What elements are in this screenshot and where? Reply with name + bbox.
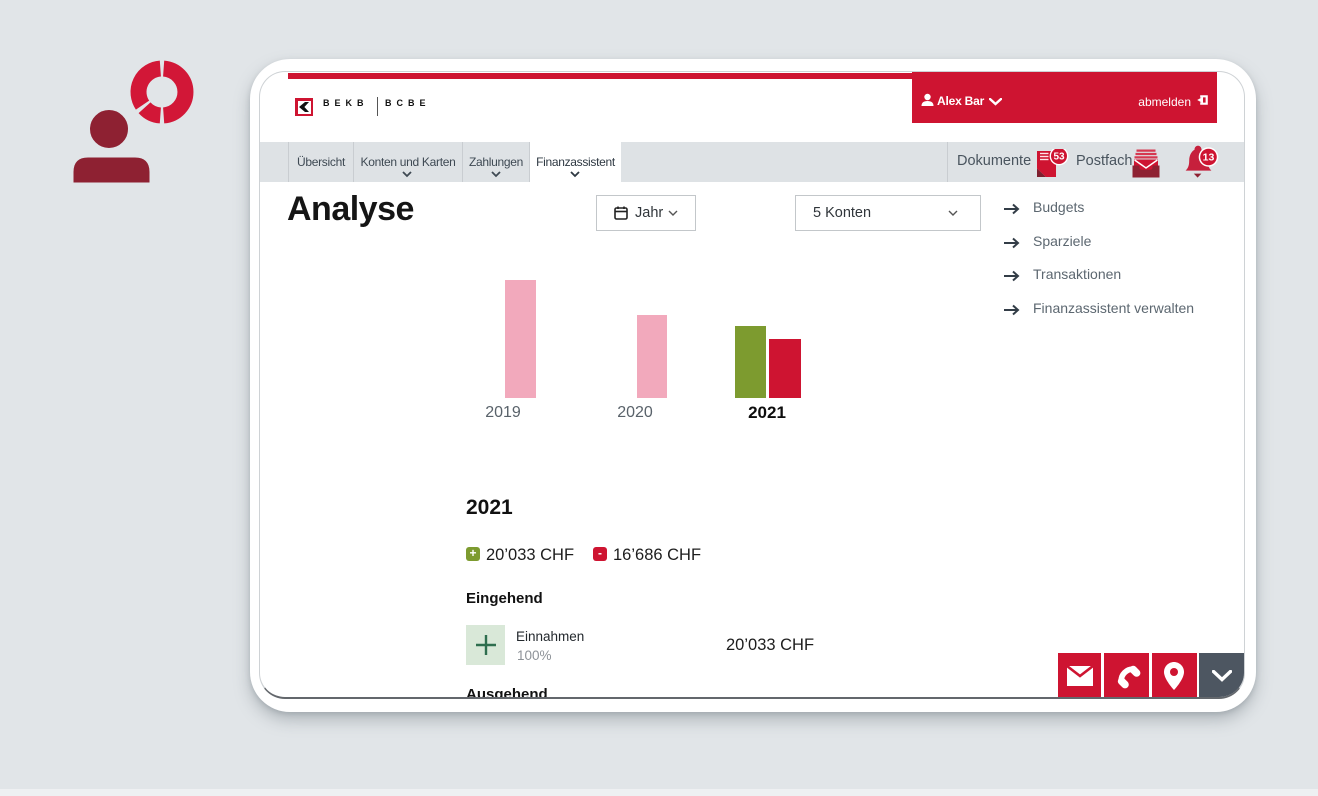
svg-text:53: 53	[1053, 151, 1065, 162]
svg-text:13: 13	[1203, 152, 1215, 164]
